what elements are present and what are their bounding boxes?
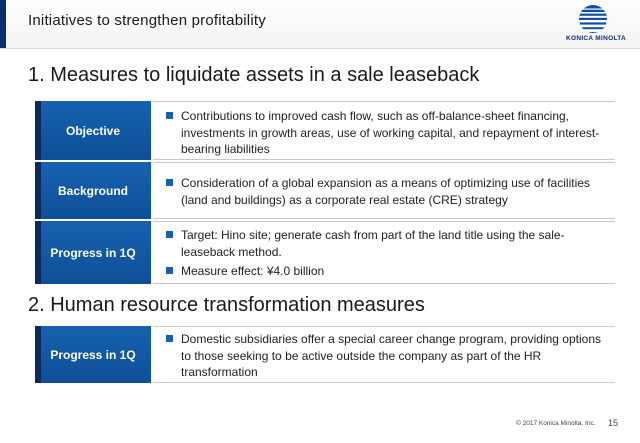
bullet-square-icon <box>166 335 173 342</box>
section-heading-2: 2. Human resource transformation measure… <box>28 294 425 316</box>
bullet-item: Domestic subsidiaries offer a special ca… <box>153 331 607 381</box>
row-label: Progress in 1Q <box>35 221 151 284</box>
header-accent-bar <box>0 0 6 48</box>
row-label: Progress in 1Q <box>35 326 151 383</box>
slide-header: Initiatives to strengthen profitability … <box>0 0 640 49</box>
bullet-item: Measure effect: ¥4.0 billion <box>153 263 607 280</box>
page-number: 15 <box>608 418 619 428</box>
bullet-square-icon <box>166 112 173 119</box>
bullet-text: Domestic subsidiaries offer a special ca… <box>181 332 601 379</box>
slide-title: Initiatives to strengthen profitability <box>28 12 266 29</box>
row-content: Target: Hino site; generate cash from pa… <box>153 221 615 284</box>
row-content: Contributions to improved cash flow, suc… <box>153 101 615 160</box>
row-progress-1q-hr: Progress in 1Q Domestic subsidiaries off… <box>35 326 615 383</box>
row-content: Consideration of a global expansion as a… <box>153 162 615 219</box>
bullet-text: Consideration of a global expansion as a… <box>181 176 590 207</box>
bullet-text: Measure effect: ¥4.0 billion <box>181 264 325 278</box>
bullet-text: Target: Hino site; generate cash from pa… <box>181 228 565 259</box>
section-heading-1: 1. Measures to liquidate assets in a sal… <box>28 64 480 86</box>
row-label: Background <box>35 162 151 219</box>
bullet-item: Contributions to improved cash flow, suc… <box>153 108 607 158</box>
bullet-square-icon <box>166 231 173 238</box>
row-background: Background Consideration of a global exp… <box>35 162 615 219</box>
bullet-item: Consideration of a global expansion as a… <box>153 175 607 208</box>
bullet-square-icon <box>166 179 173 186</box>
footer-copyright: © 2017 Konica Minolta, Inc. <box>516 420 596 427</box>
konica-minolta-globe-icon <box>579 5 607 33</box>
bullet-text: Contributions to improved cash flow, suc… <box>181 109 600 156</box>
row-content: Domestic subsidiaries offer a special ca… <box>153 326 615 383</box>
company-logo-text: KONICA MINOLTA <box>565 35 627 42</box>
bullet-square-icon <box>166 267 173 274</box>
row-objective: Objective Contributions to improved cash… <box>35 101 615 160</box>
row-progress-1q: Progress in 1Q Target: Hino site; genera… <box>35 221 615 284</box>
row-label: Objective <box>35 101 151 160</box>
bullet-item: Target: Hino site; generate cash from pa… <box>153 227 607 260</box>
